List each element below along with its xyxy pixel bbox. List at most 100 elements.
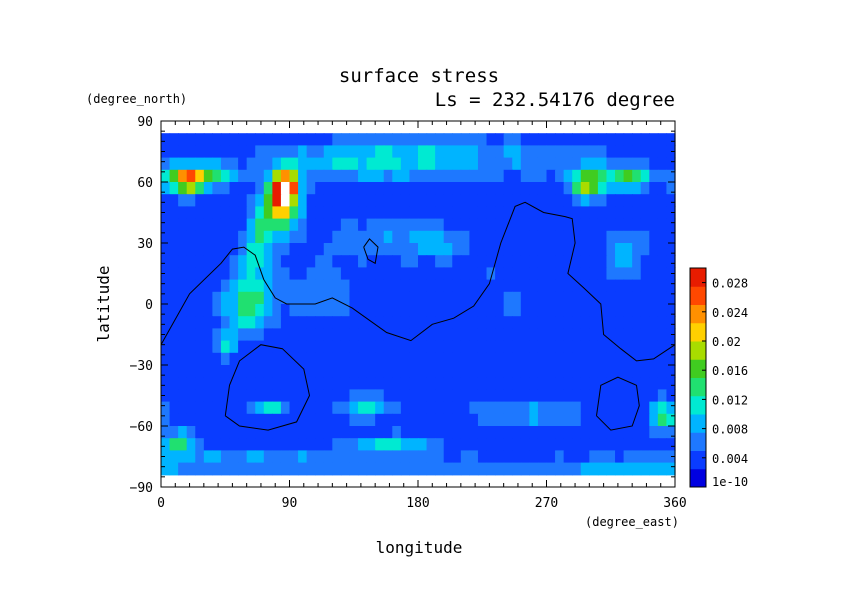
heatmap-cell [563, 426, 573, 439]
heatmap-cell [255, 206, 265, 220]
heatmap-cell [340, 230, 351, 244]
heatmap-cell [580, 328, 590, 342]
heatmap-cell [520, 450, 530, 464]
heatmap-cell [358, 340, 368, 354]
heatmap-cell [195, 316, 205, 329]
heatmap-cell [555, 291, 565, 305]
heatmap-cell [298, 316, 308, 329]
heatmap-cell [469, 267, 479, 281]
heatmap-cell [306, 145, 316, 159]
heatmap-cell [238, 352, 248, 366]
heatmap-cell [298, 267, 308, 281]
heatmap-cell [178, 291, 188, 305]
heatmap-cell [332, 316, 342, 329]
heatmap-cell [263, 182, 273, 195]
heatmap-cell [246, 218, 256, 232]
heatmap-cell [512, 157, 522, 171]
heatmap-cell [632, 401, 642, 415]
heatmap-cell [272, 291, 282, 305]
heatmap-cell [495, 426, 505, 439]
heatmap-cell [366, 316, 376, 329]
heatmap-cell [358, 426, 368, 439]
heatmap-cell [195, 413, 205, 427]
heatmap-cell [486, 304, 496, 317]
heatmap-cell [383, 328, 393, 342]
heatmap-cell [572, 413, 582, 427]
heatmap-cell [435, 182, 445, 195]
heatmap-cell [460, 426, 470, 439]
heatmap-cell [503, 279, 513, 293]
heatmap-cell [238, 377, 248, 390]
heatmap-cell [169, 450, 179, 464]
heatmap-cell [383, 438, 393, 451]
heatmap-cell [161, 279, 171, 293]
heatmap-cell [572, 389, 582, 403]
heatmap-cell [280, 352, 291, 366]
heatmap-cell [418, 267, 428, 281]
heatmap-cell [400, 279, 411, 293]
heatmap-cell [255, 133, 265, 146]
heatmap-cell [615, 157, 625, 171]
heatmap-cell [452, 462, 462, 476]
heatmap-cell [332, 133, 342, 146]
heatmap-cell [169, 389, 179, 403]
heatmap-cell [220, 450, 231, 464]
heatmap-cell [563, 157, 573, 171]
heatmap-cell [400, 462, 411, 476]
heatmap-cell [169, 401, 179, 415]
heatmap-cell [358, 401, 368, 415]
heatmap-cell [212, 157, 222, 171]
heatmap-cell [657, 389, 668, 403]
heatmap-cell [597, 389, 608, 403]
heatmap-cell [606, 182, 616, 195]
heatmap-cell [392, 426, 402, 439]
heatmap-cell [229, 218, 239, 232]
heatmap-cell [529, 450, 539, 464]
heatmap-cell [435, 255, 445, 268]
heatmap-cell [572, 267, 582, 281]
heatmap-cell [512, 352, 522, 366]
heatmap-cell [615, 462, 625, 476]
heatmap-cell [392, 145, 402, 159]
heatmap-cell [358, 243, 368, 256]
heatmap-cell [409, 413, 419, 427]
heatmap-cell [666, 291, 676, 305]
heatmap-cell [529, 316, 539, 329]
heatmap-cell [186, 255, 196, 268]
heatmap-cell [195, 340, 205, 354]
heatmap-cell [537, 401, 548, 415]
heatmap-cell [298, 438, 308, 451]
heatmap-cell [409, 255, 419, 268]
heatmap-cell [632, 352, 642, 366]
heatmap-cell [537, 426, 548, 439]
heatmap-cell [435, 401, 445, 415]
heatmap-cell [298, 169, 308, 183]
heatmap-cell [623, 267, 633, 281]
heatmap-cell [555, 426, 565, 439]
heatmap-cell [555, 389, 565, 403]
heatmap-cell [572, 169, 582, 183]
heatmap-cell [418, 340, 428, 354]
heatmap-cell [537, 206, 548, 220]
heatmap-cell [555, 365, 565, 378]
heatmap-cell [409, 316, 419, 329]
heatmap-cell [649, 194, 659, 207]
heatmap-cell [486, 401, 496, 415]
heatmap-cell [298, 206, 308, 220]
heatmap-cell [375, 243, 385, 256]
heatmap-cell [520, 133, 530, 146]
heatmap-cell [161, 377, 171, 390]
heatmap-cell [623, 291, 633, 305]
heatmap-cell [418, 426, 428, 439]
heatmap-cell [212, 462, 222, 476]
heatmap-cell [460, 145, 470, 159]
heatmap-cell [623, 182, 633, 195]
heatmap-cell [555, 352, 565, 366]
heatmap-cell [460, 401, 470, 415]
heatmap-cell [220, 218, 231, 232]
heatmap-cell [272, 267, 282, 281]
heatmap-cell [246, 462, 256, 476]
heatmap-cell [315, 218, 325, 232]
heatmap-cell [280, 377, 291, 390]
heatmap-cell [306, 218, 316, 232]
